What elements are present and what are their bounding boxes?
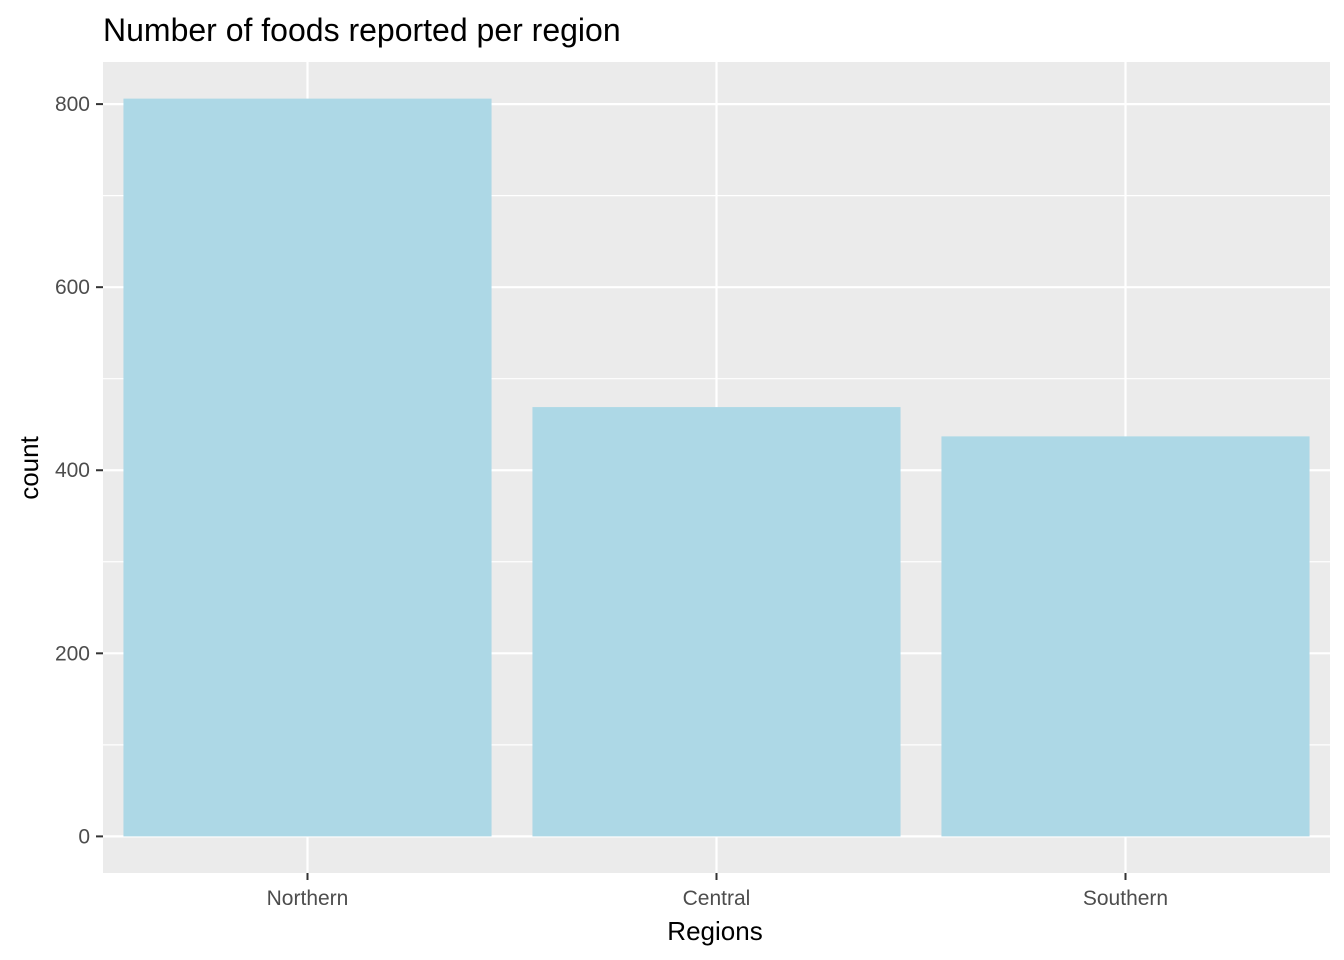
y-tick-label-800: 800 [55,93,90,116]
bar-central [532,407,901,837]
chart-title: Number of foods reported per region [103,12,621,48]
y-axis: 0 200 400 600 800 [55,93,103,848]
x-axis-title: Regions [667,916,762,946]
x-tick-label-central: Central [683,887,751,910]
y-tick-label-0: 0 [78,825,90,848]
bars [123,98,1310,837]
y-tick-label-600: 600 [55,276,90,299]
bar-southern [941,436,1310,837]
x-axis: Northern Central Southern [267,873,1168,910]
y-axis-title: count [14,435,44,499]
x-tick-label-northern: Northern [267,887,349,910]
x-tick-label-southern: Southern [1083,887,1168,910]
bar-northern [123,98,492,837]
y-tick-label-400: 400 [55,459,90,482]
y-tick-label-200: 200 [55,642,90,665]
